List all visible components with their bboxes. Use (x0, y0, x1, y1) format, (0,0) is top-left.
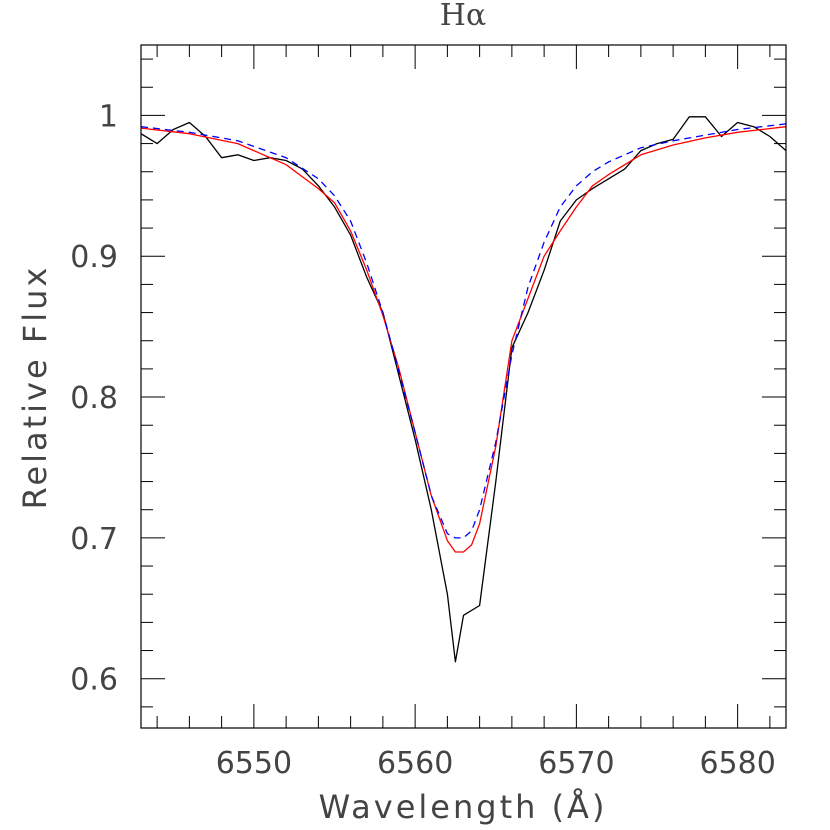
y-tick-label: 0.6 (70, 663, 118, 698)
observed-spectrum-line (141, 116, 786, 663)
x-tick-label: 6570 (538, 746, 614, 781)
x-tick-label: 6550 (216, 746, 292, 781)
y-tick-label: 0.8 (70, 381, 118, 416)
x-tick-label: 6580 (699, 746, 775, 781)
plot-frame (140, 44, 787, 729)
x-tick-label: 6560 (377, 746, 453, 781)
labels-layer: 6550 6560 6570 6580 0.6 0.7 0.8 0.9 1 (70, 99, 776, 781)
ticks-layer (141, 45, 786, 728)
series-layer (141, 116, 786, 663)
y-axis-label: Relative Flux (16, 265, 54, 510)
x-axis-label: Wavelength (Å) (319, 788, 608, 826)
model-fit-red-line (141, 126, 786, 553)
model-fit-blue-dashed-line (141, 123, 786, 539)
chart-title: Hα (440, 0, 486, 33)
y-tick-label: 0.7 (70, 522, 118, 557)
y-tick-label: 1 (99, 99, 118, 134)
y-tick-label: 0.9 (70, 240, 118, 275)
